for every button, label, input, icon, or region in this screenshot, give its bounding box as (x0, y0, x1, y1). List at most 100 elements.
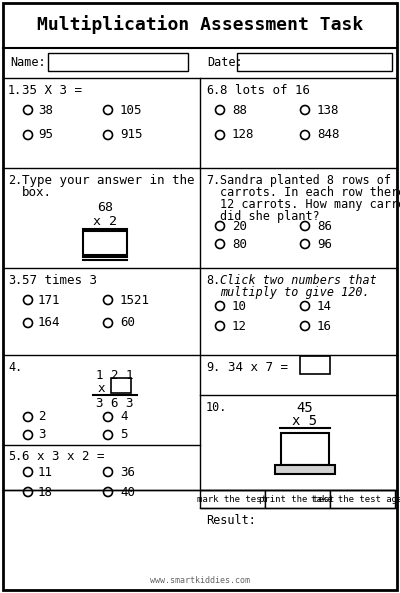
Circle shape (24, 487, 32, 496)
Text: 1.: 1. (8, 84, 22, 97)
Text: 4: 4 (120, 410, 128, 423)
Text: 95: 95 (38, 129, 53, 142)
Text: 9.: 9. (206, 361, 220, 374)
Circle shape (300, 106, 310, 114)
Text: 11: 11 (38, 466, 53, 479)
Text: 20: 20 (232, 219, 247, 232)
Text: 6 x 3 x 2 =: 6 x 3 x 2 = (22, 450, 104, 463)
Text: 171: 171 (38, 294, 60, 307)
Text: carrots. In each row there are: carrots. In each row there are (220, 186, 400, 199)
Text: box.: box. (22, 186, 52, 199)
Text: 60: 60 (120, 317, 135, 330)
Text: 12 carrots. How many carrots: 12 carrots. How many carrots (220, 198, 400, 211)
Circle shape (216, 106, 224, 114)
Text: 2: 2 (38, 410, 46, 423)
Text: 40: 40 (120, 486, 135, 499)
Text: Sandra planted 8 rows of: Sandra planted 8 rows of (220, 174, 391, 187)
Text: 7.: 7. (206, 174, 220, 187)
Text: 1521: 1521 (120, 294, 150, 307)
Circle shape (300, 240, 310, 248)
Text: 68: 68 (97, 201, 113, 214)
Text: 86: 86 (317, 219, 332, 232)
Bar (265, 490, 330, 508)
Text: 36: 36 (120, 466, 135, 479)
Text: 5.: 5. (8, 450, 22, 463)
Text: mark the test: mark the test (197, 495, 267, 503)
Text: 3.: 3. (8, 274, 22, 287)
Circle shape (104, 467, 112, 477)
Bar (48, 53, 188, 71)
Bar (111, 378, 131, 393)
Text: x 5: x 5 (292, 414, 318, 428)
Text: take the test again: take the test again (311, 495, 400, 503)
Text: 88: 88 (232, 104, 247, 116)
Text: www.smartkiddies.com: www.smartkiddies.com (150, 576, 250, 585)
Circle shape (24, 467, 32, 477)
Text: Date:: Date: (207, 56, 243, 69)
Text: 12: 12 (232, 320, 247, 333)
Text: 35 X 3 =: 35 X 3 = (22, 84, 82, 97)
Bar (200, 490, 265, 508)
Text: did she plant?: did she plant? (220, 210, 320, 223)
Circle shape (104, 487, 112, 496)
Text: 16: 16 (317, 320, 332, 333)
Circle shape (216, 222, 224, 231)
Bar (300, 356, 330, 374)
Circle shape (104, 431, 112, 439)
Circle shape (24, 413, 32, 422)
Circle shape (24, 431, 32, 439)
Text: 915: 915 (120, 129, 142, 142)
Circle shape (300, 222, 310, 231)
Bar (275, 465, 335, 474)
Circle shape (24, 130, 32, 139)
Text: 164: 164 (38, 317, 60, 330)
Text: Multiplication Assessment Task: Multiplication Assessment Task (37, 15, 363, 34)
Circle shape (24, 318, 32, 327)
Text: 38: 38 (38, 104, 53, 116)
Circle shape (216, 321, 224, 330)
Circle shape (104, 413, 112, 422)
Text: 8 lots of 16: 8 lots of 16 (220, 84, 310, 97)
Text: 138: 138 (317, 104, 340, 116)
Circle shape (104, 106, 112, 114)
Bar (330, 490, 395, 508)
Text: 6.: 6. (206, 84, 220, 97)
Circle shape (300, 321, 310, 330)
Text: Name:: Name: (10, 56, 46, 69)
Text: 3: 3 (38, 429, 46, 442)
Text: 80: 80 (232, 238, 247, 250)
Text: 8.: 8. (206, 274, 220, 287)
Text: 105: 105 (120, 104, 142, 116)
Circle shape (300, 130, 310, 139)
Circle shape (104, 318, 112, 327)
Text: 57 times 3: 57 times 3 (22, 274, 97, 287)
Text: x: x (97, 382, 105, 395)
Text: x 2: x 2 (93, 215, 117, 228)
Text: 14: 14 (317, 299, 332, 313)
Circle shape (216, 301, 224, 311)
Text: 45: 45 (297, 401, 313, 415)
Text: multiply to give 120.: multiply to give 120. (220, 286, 370, 299)
Circle shape (104, 130, 112, 139)
Circle shape (300, 301, 310, 311)
Text: 5: 5 (120, 429, 128, 442)
Text: 10: 10 (232, 299, 247, 313)
Text: 18: 18 (38, 486, 53, 499)
Circle shape (104, 295, 112, 304)
Bar (281, 433, 329, 465)
Text: 3 6 3: 3 6 3 (96, 397, 134, 410)
Text: Result:: Result: (206, 514, 256, 527)
Text: 128: 128 (232, 129, 254, 142)
Text: Type your answer in the: Type your answer in the (22, 174, 194, 187)
Circle shape (216, 130, 224, 139)
Circle shape (24, 295, 32, 304)
Text: 10.: 10. (206, 401, 227, 414)
Bar (83, 231, 127, 255)
Text: 1 2 1: 1 2 1 (96, 369, 134, 382)
Text: 4.: 4. (8, 361, 22, 374)
Text: print the test: print the test (259, 495, 335, 503)
Circle shape (216, 240, 224, 248)
Text: Click two numbers that: Click two numbers that (220, 274, 377, 287)
Text: 2.: 2. (8, 174, 22, 187)
Text: 96: 96 (317, 238, 332, 250)
